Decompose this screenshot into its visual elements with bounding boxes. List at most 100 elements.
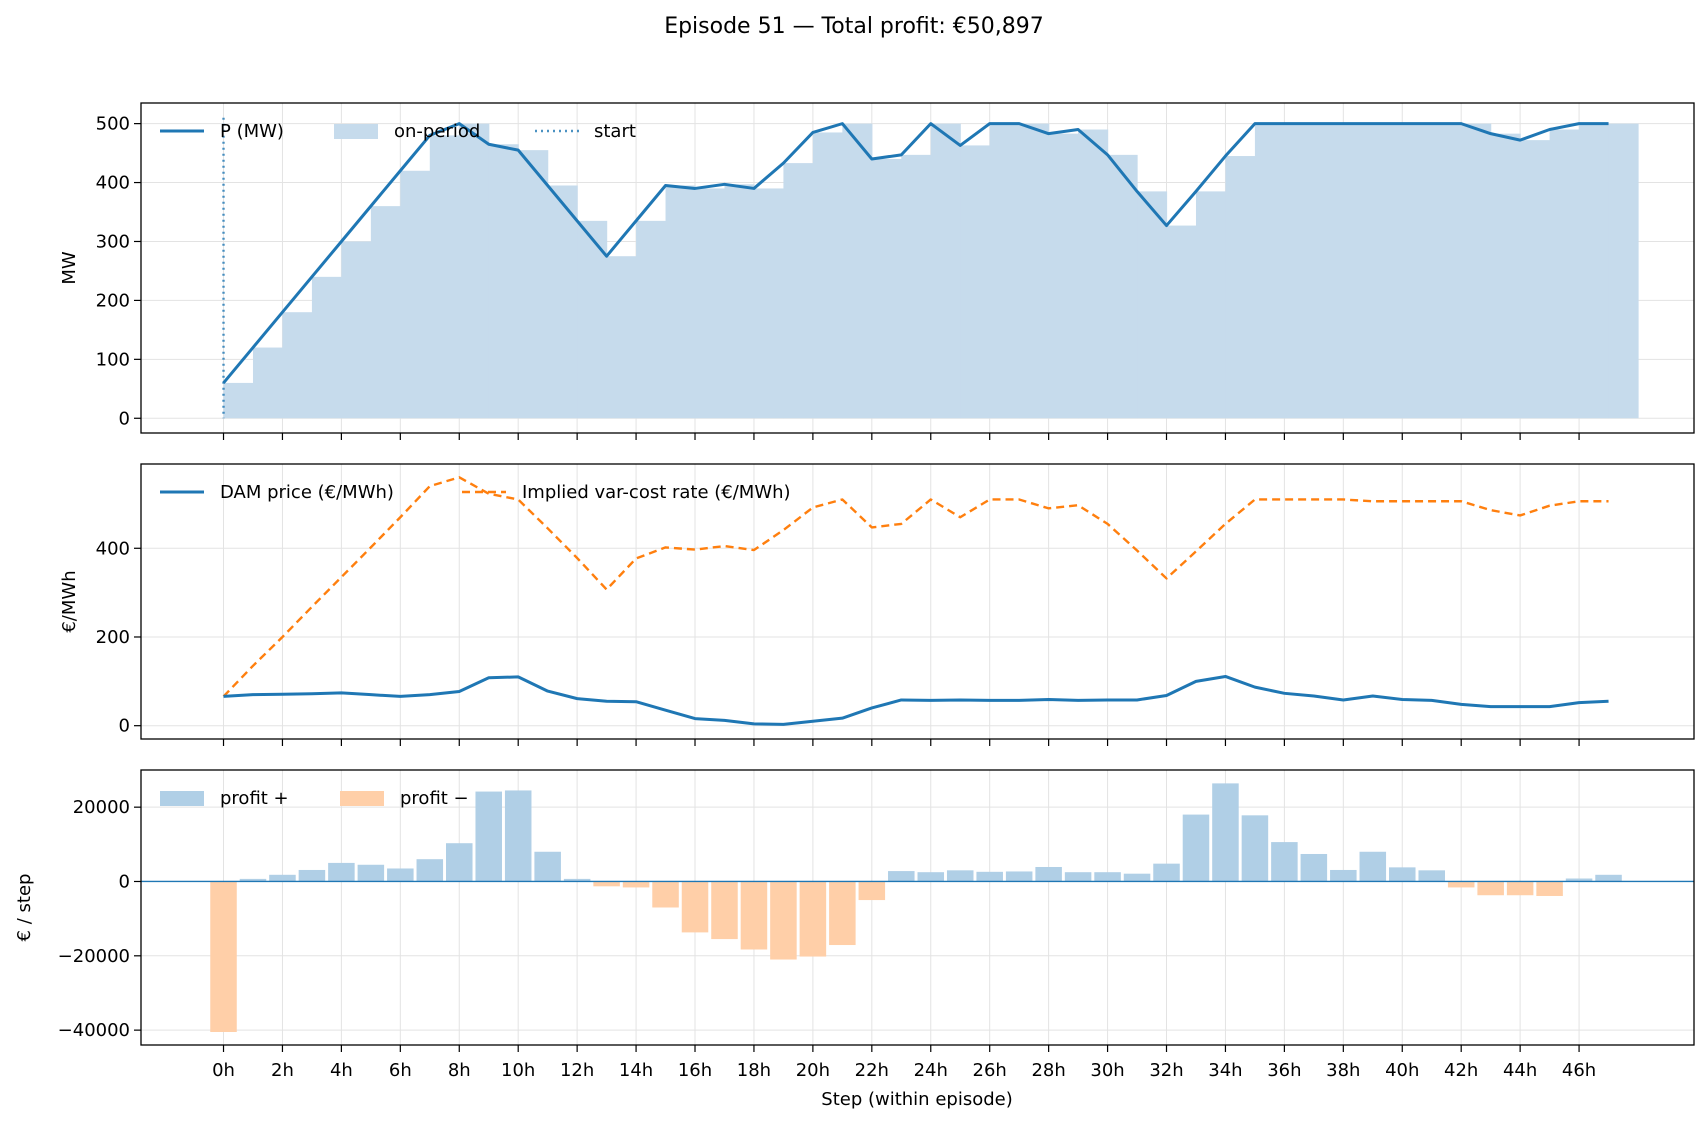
profit-positive-bar bbox=[1300, 853, 1328, 882]
y-tick-label: 20000 bbox=[73, 797, 130, 818]
legend-label-profit-positive: profit + bbox=[220, 788, 289, 809]
profit-negative-bar bbox=[1477, 881, 1504, 896]
profit-positive-bar bbox=[1035, 866, 1062, 882]
x-tick-label: 36h bbox=[1267, 1060, 1301, 1081]
on-period-step bbox=[636, 220, 667, 419]
x-tick-label: 8h bbox=[448, 1060, 471, 1081]
x-tick-label: 2h bbox=[271, 1060, 294, 1081]
profit-positive-bar bbox=[269, 874, 296, 882]
profit-negative-bar bbox=[652, 881, 679, 908]
profit-positive-bar bbox=[1359, 851, 1387, 882]
profit-positive-bar bbox=[1271, 842, 1298, 882]
on-period-step bbox=[400, 170, 431, 419]
on-period-step bbox=[1402, 123, 1433, 419]
on-period-step bbox=[665, 185, 696, 419]
on-period-step bbox=[1195, 191, 1227, 419]
on-period-step bbox=[606, 256, 637, 419]
y-tick-label: 400 bbox=[96, 173, 130, 194]
profit-positive-bar bbox=[1241, 815, 1269, 882]
on-period-step bbox=[518, 150, 549, 419]
on-period-step bbox=[1372, 123, 1403, 419]
legend-label-on-period: on-period bbox=[394, 121, 480, 142]
y-axis-label: MW bbox=[59, 251, 80, 285]
y-axis-label: €/MWh bbox=[59, 570, 80, 632]
on-period-step bbox=[842, 123, 873, 419]
profit-positive-bar bbox=[1212, 783, 1239, 882]
y-tick-label: −20000 bbox=[58, 946, 130, 967]
y-tick-label: 200 bbox=[96, 290, 130, 311]
x-tick-label: 34h bbox=[1208, 1060, 1242, 1081]
on-period-step bbox=[1608, 123, 1639, 419]
profit-positive-bar bbox=[534, 851, 561, 882]
legend-swatch-on-period bbox=[334, 124, 378, 139]
on-period-step bbox=[1137, 191, 1168, 419]
profit-negative-bar bbox=[740, 881, 768, 950]
profit-positive-bar bbox=[888, 871, 915, 882]
legend-label-dam-price: DAM price (€/MWh) bbox=[220, 482, 394, 503]
x-tick-label: 30h bbox=[1090, 1060, 1124, 1081]
on-period-step bbox=[223, 382, 254, 419]
profit-negative-bar bbox=[829, 881, 856, 946]
profit-negative-bar bbox=[593, 881, 620, 887]
x-tick-label: 22h bbox=[855, 1060, 889, 1081]
on-period-step bbox=[311, 276, 342, 419]
profit-negative-bar bbox=[799, 881, 827, 957]
profit-negative-bar bbox=[681, 881, 709, 933]
x-tick-label: 4h bbox=[330, 1060, 353, 1081]
axes-frame bbox=[140, 102, 1695, 434]
profit-positive-bar bbox=[1418, 870, 1445, 882]
profit-negative-bar bbox=[1536, 881, 1563, 896]
on-period-step bbox=[1166, 225, 1197, 419]
on-period-step bbox=[753, 188, 785, 419]
on-period-step bbox=[370, 206, 401, 419]
axes-frame bbox=[140, 463, 1695, 740]
price-panel: 0 200 400 €/MWh DAM price (€/MWh) Implied var… bbox=[59, 463, 1695, 746]
x-tick-label: 18h bbox=[737, 1060, 771, 1081]
legend-label-start: start bbox=[594, 121, 636, 142]
y-tick-label: 0 bbox=[119, 408, 130, 429]
on-period-step bbox=[1284, 123, 1315, 419]
on-period-step bbox=[1490, 133, 1521, 419]
on-period-step bbox=[695, 188, 726, 419]
x-axis-label: Step (within episode) bbox=[821, 1089, 1012, 1110]
profit-negative-bar bbox=[622, 881, 650, 888]
y-tick-label: 300 bbox=[96, 231, 130, 252]
on-period-step bbox=[1313, 123, 1344, 419]
profit-positive-bar bbox=[416, 859, 444, 882]
legend-label-var-cost: Implied var-cost rate (€/MWh) bbox=[522, 482, 791, 503]
x-tick-label: 40h bbox=[1385, 1060, 1419, 1081]
on-period-step bbox=[488, 144, 519, 419]
on-period-step bbox=[252, 347, 284, 419]
x-tick-label: 38h bbox=[1326, 1060, 1360, 1081]
profit-positive-bar bbox=[504, 790, 532, 882]
profit-negative-bar bbox=[1447, 881, 1475, 888]
profit-negative-bar bbox=[711, 881, 738, 940]
profit-positive-bar bbox=[1123, 873, 1151, 882]
on-period-step bbox=[577, 220, 608, 419]
y-tick-label: 400 bbox=[96, 538, 130, 559]
x-tick-label: 42h bbox=[1444, 1060, 1478, 1081]
profit-positive-bar bbox=[239, 878, 267, 882]
y-tick-label: 100 bbox=[96, 349, 130, 370]
profit-positive-bar bbox=[475, 791, 502, 882]
legend-swatch-profit-positive bbox=[160, 791, 204, 806]
profit-positive-bar bbox=[298, 869, 326, 882]
y-axis-label: € / step bbox=[14, 874, 35, 942]
x-tick-label: 20h bbox=[796, 1060, 830, 1081]
on-period-step bbox=[1579, 123, 1610, 419]
y-tick-label: 0 bbox=[119, 716, 130, 737]
on-period-step bbox=[547, 185, 578, 419]
profit-negative-bar bbox=[770, 881, 797, 960]
figure-title: Episode 51 — Total profit: €50,897 bbox=[664, 14, 1044, 39]
y-tick-label: 200 bbox=[96, 627, 130, 648]
on-period-step bbox=[459, 123, 490, 419]
profit-positive-bar bbox=[563, 878, 591, 882]
x-tick-label: 12h bbox=[560, 1060, 594, 1081]
x-tick-label: 10h bbox=[501, 1060, 535, 1081]
legend-label-power: P (MW) bbox=[220, 121, 284, 142]
x-tick-label: 32h bbox=[1149, 1060, 1183, 1081]
x-tick-label: 46h bbox=[1562, 1060, 1596, 1081]
y-tick-label: −40000 bbox=[58, 1020, 130, 1041]
x-tick-label: 6h bbox=[389, 1060, 412, 1081]
